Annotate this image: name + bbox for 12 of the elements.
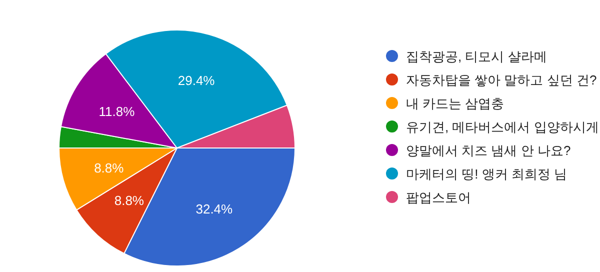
data-label: 8.8% bbox=[94, 160, 124, 176]
legend-label: 양말에서 치즈 냄새 안 나요? bbox=[406, 143, 571, 158]
legend-label: 내 카드는 삼엽충 bbox=[406, 96, 504, 111]
data-label: 32.4% bbox=[196, 201, 234, 216]
data-label: 29.4% bbox=[178, 72, 216, 88]
legend-label: 자동차탑을 쌓아 말하고 싶던 건? bbox=[406, 72, 597, 88]
data-label: 11.8% bbox=[98, 104, 136, 119]
legend-label: 팝업스토어 bbox=[406, 190, 471, 205]
legend-label: 집착광공, 티모시 샬라메 bbox=[406, 49, 547, 64]
legend-label: 마케터의 띵! 앵커 최희정 님 bbox=[406, 166, 568, 182]
data-label: 8.8% bbox=[114, 193, 144, 208]
legend-label: 유기견, 메타버스에서 입양하시게 bbox=[406, 120, 599, 134]
